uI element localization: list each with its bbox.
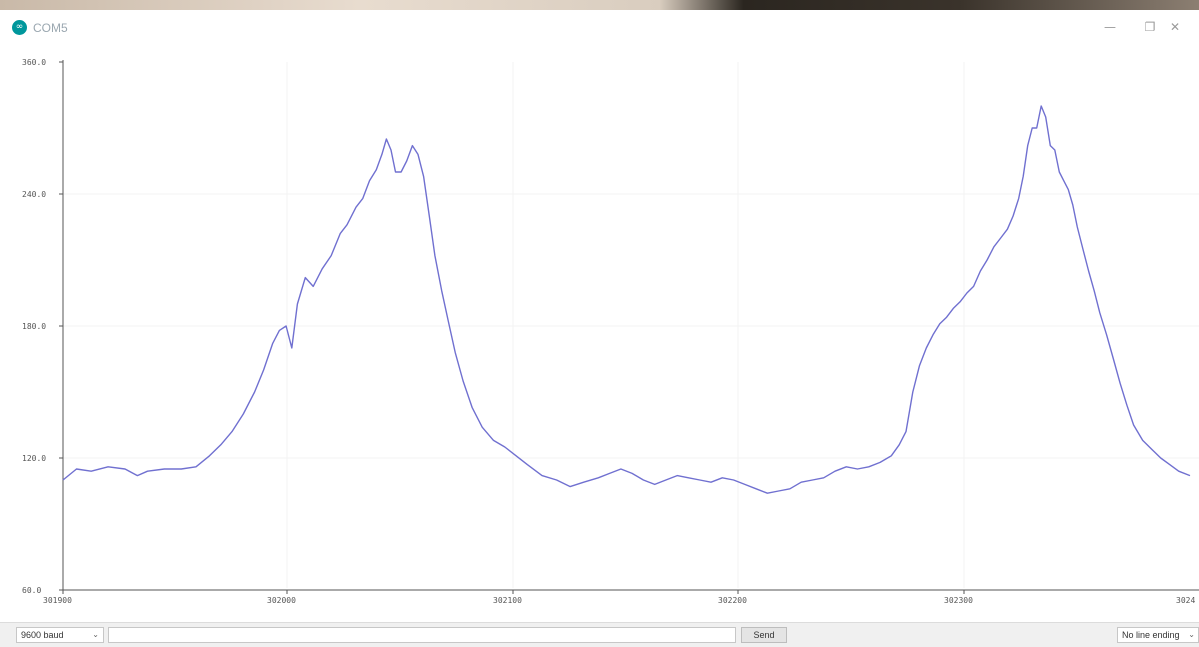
y-tick-label: 360.0 <box>22 58 46 67</box>
arduino-logo-icon: ∞ <box>12 20 27 35</box>
x-tick-label: 3024 <box>1176 596 1195 605</box>
x-tick-label: 302200 <box>718 596 747 605</box>
serial-plotter-chart: 360.0 240.0 180.0 120.0 60.0 301900 3020… <box>22 58 1199 605</box>
window-title: COM5 <box>33 21 68 35</box>
x-axis-ticks: 301900 302000 302100 302200 302300 3024 <box>43 590 1195 605</box>
x-tick-label: 302100 <box>493 596 522 605</box>
plotter-bottom-bar: 9600 baud ⌄ Send No line ending ⌄ <box>0 622 1199 647</box>
y-tick-label: 120.0 <box>22 454 46 463</box>
baud-rate-select[interactable]: 9600 baud ⌄ <box>16 627 104 643</box>
close-button[interactable]: ✕ <box>1169 20 1181 34</box>
x-tick-label: 302300 <box>944 596 973 605</box>
send-button[interactable]: Send <box>741 627 787 643</box>
send-text-input[interactable] <box>108 627 736 643</box>
y-axis-ticks: 360.0 240.0 180.0 120.0 60.0 <box>22 58 63 595</box>
baud-rate-label: 9600 baud <box>21 630 64 640</box>
y-tick-label: 60.0 <box>22 586 41 595</box>
grid-lines <box>63 62 1199 588</box>
series-line <box>62 105 1191 494</box>
line-ending-select[interactable]: No line ending ⌄ <box>1117 627 1199 643</box>
y-tick-label: 180.0 <box>22 322 46 331</box>
x-tick-label: 301900 <box>43 596 72 605</box>
y-tick-label: 240.0 <box>22 190 46 199</box>
minimize-button[interactable]: — <box>1104 20 1116 34</box>
desktop-background-strip <box>0 0 1199 10</box>
line-ending-label: No line ending <box>1122 630 1180 640</box>
window-titlebar: ∞ COM5 — ❐ ✕ <box>0 10 1199 46</box>
maximize-button[interactable]: ❐ <box>1144 20 1156 34</box>
chevron-down-icon: ⌄ <box>92 630 99 639</box>
chevron-down-icon: ⌄ <box>1188 630 1195 639</box>
x-tick-label: 302000 <box>267 596 296 605</box>
